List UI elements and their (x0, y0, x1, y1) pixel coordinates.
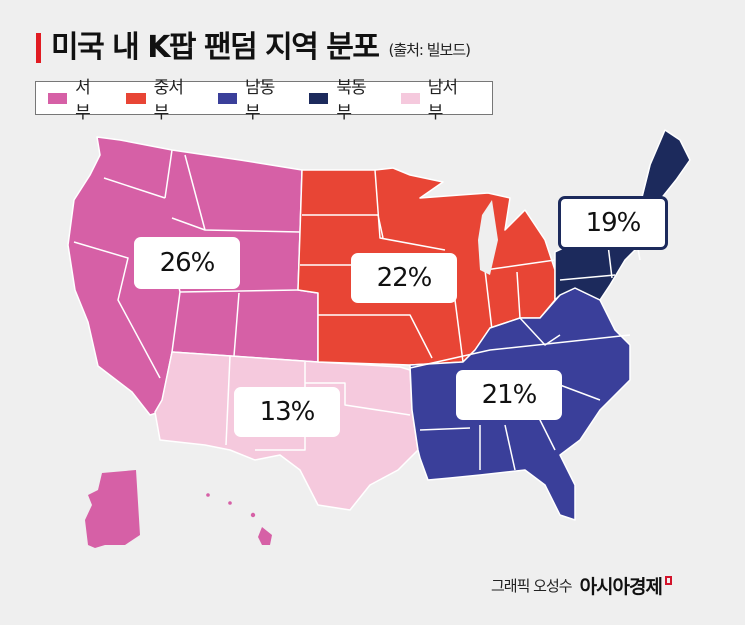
page-title: 미국 내 K팝 팬덤 지역 분포 (51, 30, 380, 65)
legend-label: 남동부 (244, 78, 275, 123)
title-block: 미국 내 K팝 팬덤 지역 분포 (출처: 빌보드) (36, 30, 471, 66)
title-accent-bar (36, 33, 41, 63)
value-text: 13% (259, 397, 316, 427)
value-text: 22% (376, 263, 433, 293)
value-text: 21% (481, 380, 538, 410)
lake-michigan (478, 200, 498, 275)
value-text: 26% (159, 248, 216, 278)
value-label-southwest: 13% (234, 387, 340, 437)
value-label-west: 26% (134, 237, 240, 289)
brand-mark-icon (664, 576, 672, 585)
legend-item-southwest: 남서부 (400, 73, 466, 123)
legend-swatch-southwest (400, 92, 420, 104)
legend-swatch-midwest (126, 92, 146, 104)
region-alaska (85, 470, 140, 548)
region-hawaii (258, 527, 272, 545)
legend-item-west: 서부 (48, 73, 100, 123)
value-label-midwest: 22% (351, 253, 457, 303)
legend-swatch-west (48, 92, 68, 104)
brand-logo: 아시아경제 (579, 576, 663, 598)
legend: 서부 중서부 남동부 북동부 남서부 (35, 78, 493, 123)
legend-item-southeast: 남동부 (217, 73, 283, 123)
value-label-southeast: 21% (456, 370, 562, 420)
graphic-credit: 그래픽 오성수 (491, 577, 573, 595)
credit-line: 그래픽 오성수 아시아경제 (491, 572, 672, 599)
legend-swatch-southeast (217, 92, 237, 104)
legend-item-northeast: 북동부 (309, 73, 374, 123)
legend-label: 북동부 (336, 78, 366, 123)
value-label-northeast: 19% (558, 196, 668, 250)
legend-label: 서부 (75, 78, 91, 123)
legend-item-midwest: 중서부 (126, 73, 191, 123)
legend-label: 중서부 (153, 78, 184, 123)
legend-label: 남서부 (427, 78, 458, 123)
value-text: 19% (585, 208, 642, 238)
source-note: (출처: 빌보드) (388, 41, 471, 59)
legend-swatch-northeast (309, 92, 329, 104)
